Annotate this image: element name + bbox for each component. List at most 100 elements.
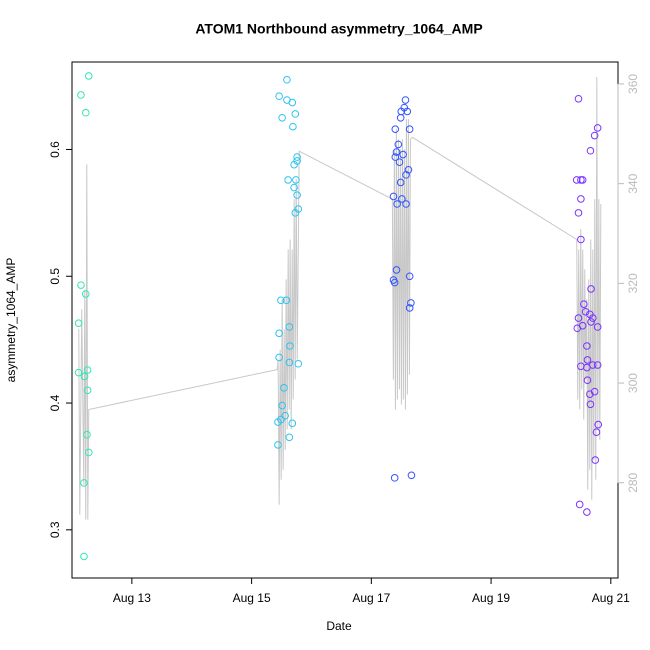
point	[390, 278, 399, 287]
point	[403, 107, 412, 116]
point	[391, 153, 400, 161]
point	[274, 418, 282, 426]
point	[580, 300, 588, 308]
point	[583, 356, 592, 364]
point	[84, 448, 93, 457]
point	[402, 171, 410, 179]
point	[285, 433, 294, 442]
point	[288, 98, 297, 107]
point	[589, 361, 597, 369]
point	[280, 384, 288, 392]
point	[392, 148, 401, 156]
point	[398, 195, 406, 203]
point	[274, 441, 282, 449]
point	[590, 131, 599, 140]
point	[586, 400, 595, 409]
point	[396, 178, 405, 187]
point	[294, 359, 303, 368]
y2-tick-label: 360	[626, 74, 640, 94]
point	[574, 209, 583, 217]
point	[77, 91, 85, 99]
point	[590, 387, 599, 396]
point	[278, 113, 286, 122]
y2-tick-label: 280	[626, 472, 640, 492]
point	[278, 401, 286, 410]
point	[84, 72, 93, 80]
point	[583, 508, 591, 516]
point	[396, 113, 405, 122]
point	[393, 200, 401, 208]
x-tick-label: Aug 21	[592, 591, 630, 605]
point	[405, 304, 414, 312]
point	[77, 281, 85, 289]
point	[583, 342, 591, 350]
point	[285, 358, 294, 367]
point	[575, 500, 584, 509]
point	[394, 140, 403, 149]
point	[74, 368, 83, 377]
point	[293, 191, 301, 199]
point	[389, 192, 398, 201]
point	[290, 183, 298, 192]
point	[593, 124, 602, 132]
x-tick-label: Aug 15	[233, 591, 271, 605]
point	[577, 176, 585, 184]
y-axis-label: asymmetry_1064_AMP	[4, 258, 18, 383]
point	[80, 372, 89, 381]
point	[405, 272, 414, 281]
point	[392, 266, 401, 274]
point	[407, 299, 415, 307]
x-tick-label: Aug 13	[113, 591, 151, 605]
point	[74, 319, 83, 327]
line	[78, 76, 602, 520]
point	[574, 94, 583, 103]
point	[401, 96, 410, 104]
point	[291, 209, 300, 217]
point	[583, 376, 592, 385]
point	[281, 411, 289, 420]
point	[81, 108, 90, 117]
point	[285, 323, 294, 331]
point	[282, 296, 291, 305]
point	[80, 479, 88, 487]
y-tick-label: 0.6	[48, 141, 62, 158]
y-tick-label: 0.3	[48, 521, 62, 538]
point	[589, 314, 597, 322]
y2-tick-label: 320	[626, 273, 640, 293]
point	[587, 285, 595, 293]
point	[574, 314, 583, 322]
y-tick-label: 0.5	[48, 268, 62, 285]
x-tick-label: Aug 19	[472, 591, 510, 605]
point	[586, 146, 595, 155]
point	[83, 430, 91, 439]
x-axis-label: Date	[326, 619, 352, 633]
point	[81, 290, 90, 298]
point	[290, 160, 298, 169]
y-tick-label: 0.4	[48, 394, 62, 411]
point	[577, 195, 585, 203]
point	[80, 552, 88, 561]
point	[395, 158, 404, 166]
point	[399, 150, 407, 159]
point	[292, 176, 300, 184]
point	[275, 329, 283, 338]
point	[288, 419, 297, 428]
point	[283, 75, 291, 84]
point	[593, 323, 602, 331]
point	[577, 235, 585, 244]
point	[581, 307, 590, 316]
point	[291, 110, 300, 118]
point	[573, 324, 582, 333]
x-tick-label: Aug 17	[352, 591, 390, 605]
point	[83, 366, 92, 374]
point	[83, 386, 92, 395]
point	[277, 296, 285, 305]
point	[592, 428, 601, 437]
point	[293, 153, 301, 161]
point	[402, 200, 410, 208]
point	[594, 420, 603, 429]
point	[572, 176, 581, 184]
